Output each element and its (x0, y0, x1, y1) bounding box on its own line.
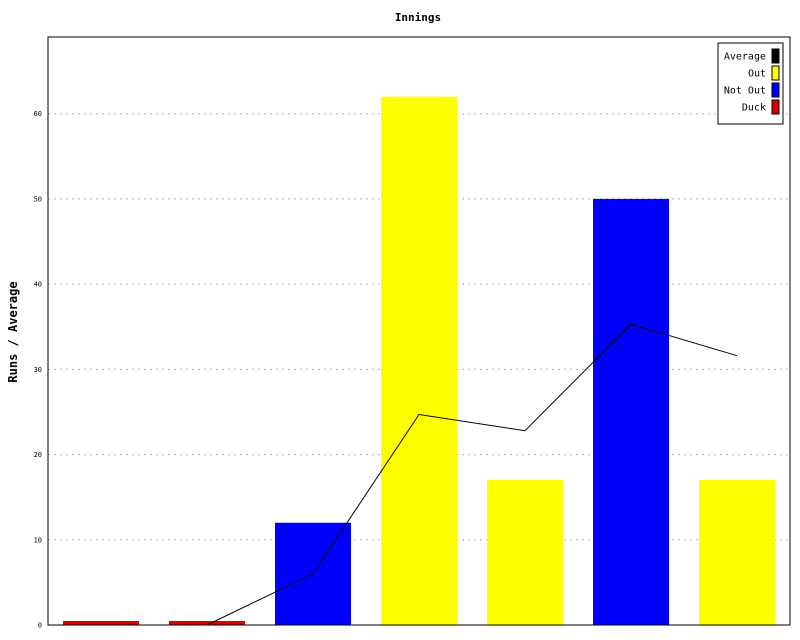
bars (63, 96, 775, 626)
legend-label-duck: Duck (742, 103, 766, 114)
average-line-group (206, 323, 738, 626)
legend: Average Out Not Out Duck (717, 42, 784, 125)
bar-1-duck (63, 621, 139, 625)
y-tick-labels: 0 10 20 30 40 50 60 (34, 110, 42, 629)
bar-4-out (381, 96, 457, 626)
chart-title: Innings (395, 11, 441, 24)
legend-swatch-out (771, 65, 780, 81)
bar-2-duck (169, 621, 245, 625)
bar-5-out (487, 480, 563, 625)
y-tick-label: 50 (34, 195, 42, 203)
bar-7-out (699, 480, 775, 625)
y-tick-label: 20 (34, 451, 42, 459)
y-axis-label: Runs / Average (6, 281, 20, 382)
legend-label-average: Average (724, 52, 766, 63)
legend-swatch-not-out (771, 82, 780, 98)
y-tick-label: 60 (34, 110, 42, 118)
legend-swatch-average (771, 48, 780, 64)
y-tick-label: 30 (34, 366, 42, 374)
y-tick-label: 0 (38, 622, 42, 630)
legend-label-not-out: Not Out (724, 86, 766, 97)
y-tick-label: 40 (34, 281, 42, 289)
y-tick-label: 10 (34, 536, 42, 544)
plot-frame (47, 36, 791, 626)
bar-6-not-out (593, 198, 669, 626)
average-line (206, 323, 738, 626)
legend-label-out: Out (748, 69, 766, 80)
legend-swatch-duck (771, 99, 780, 115)
